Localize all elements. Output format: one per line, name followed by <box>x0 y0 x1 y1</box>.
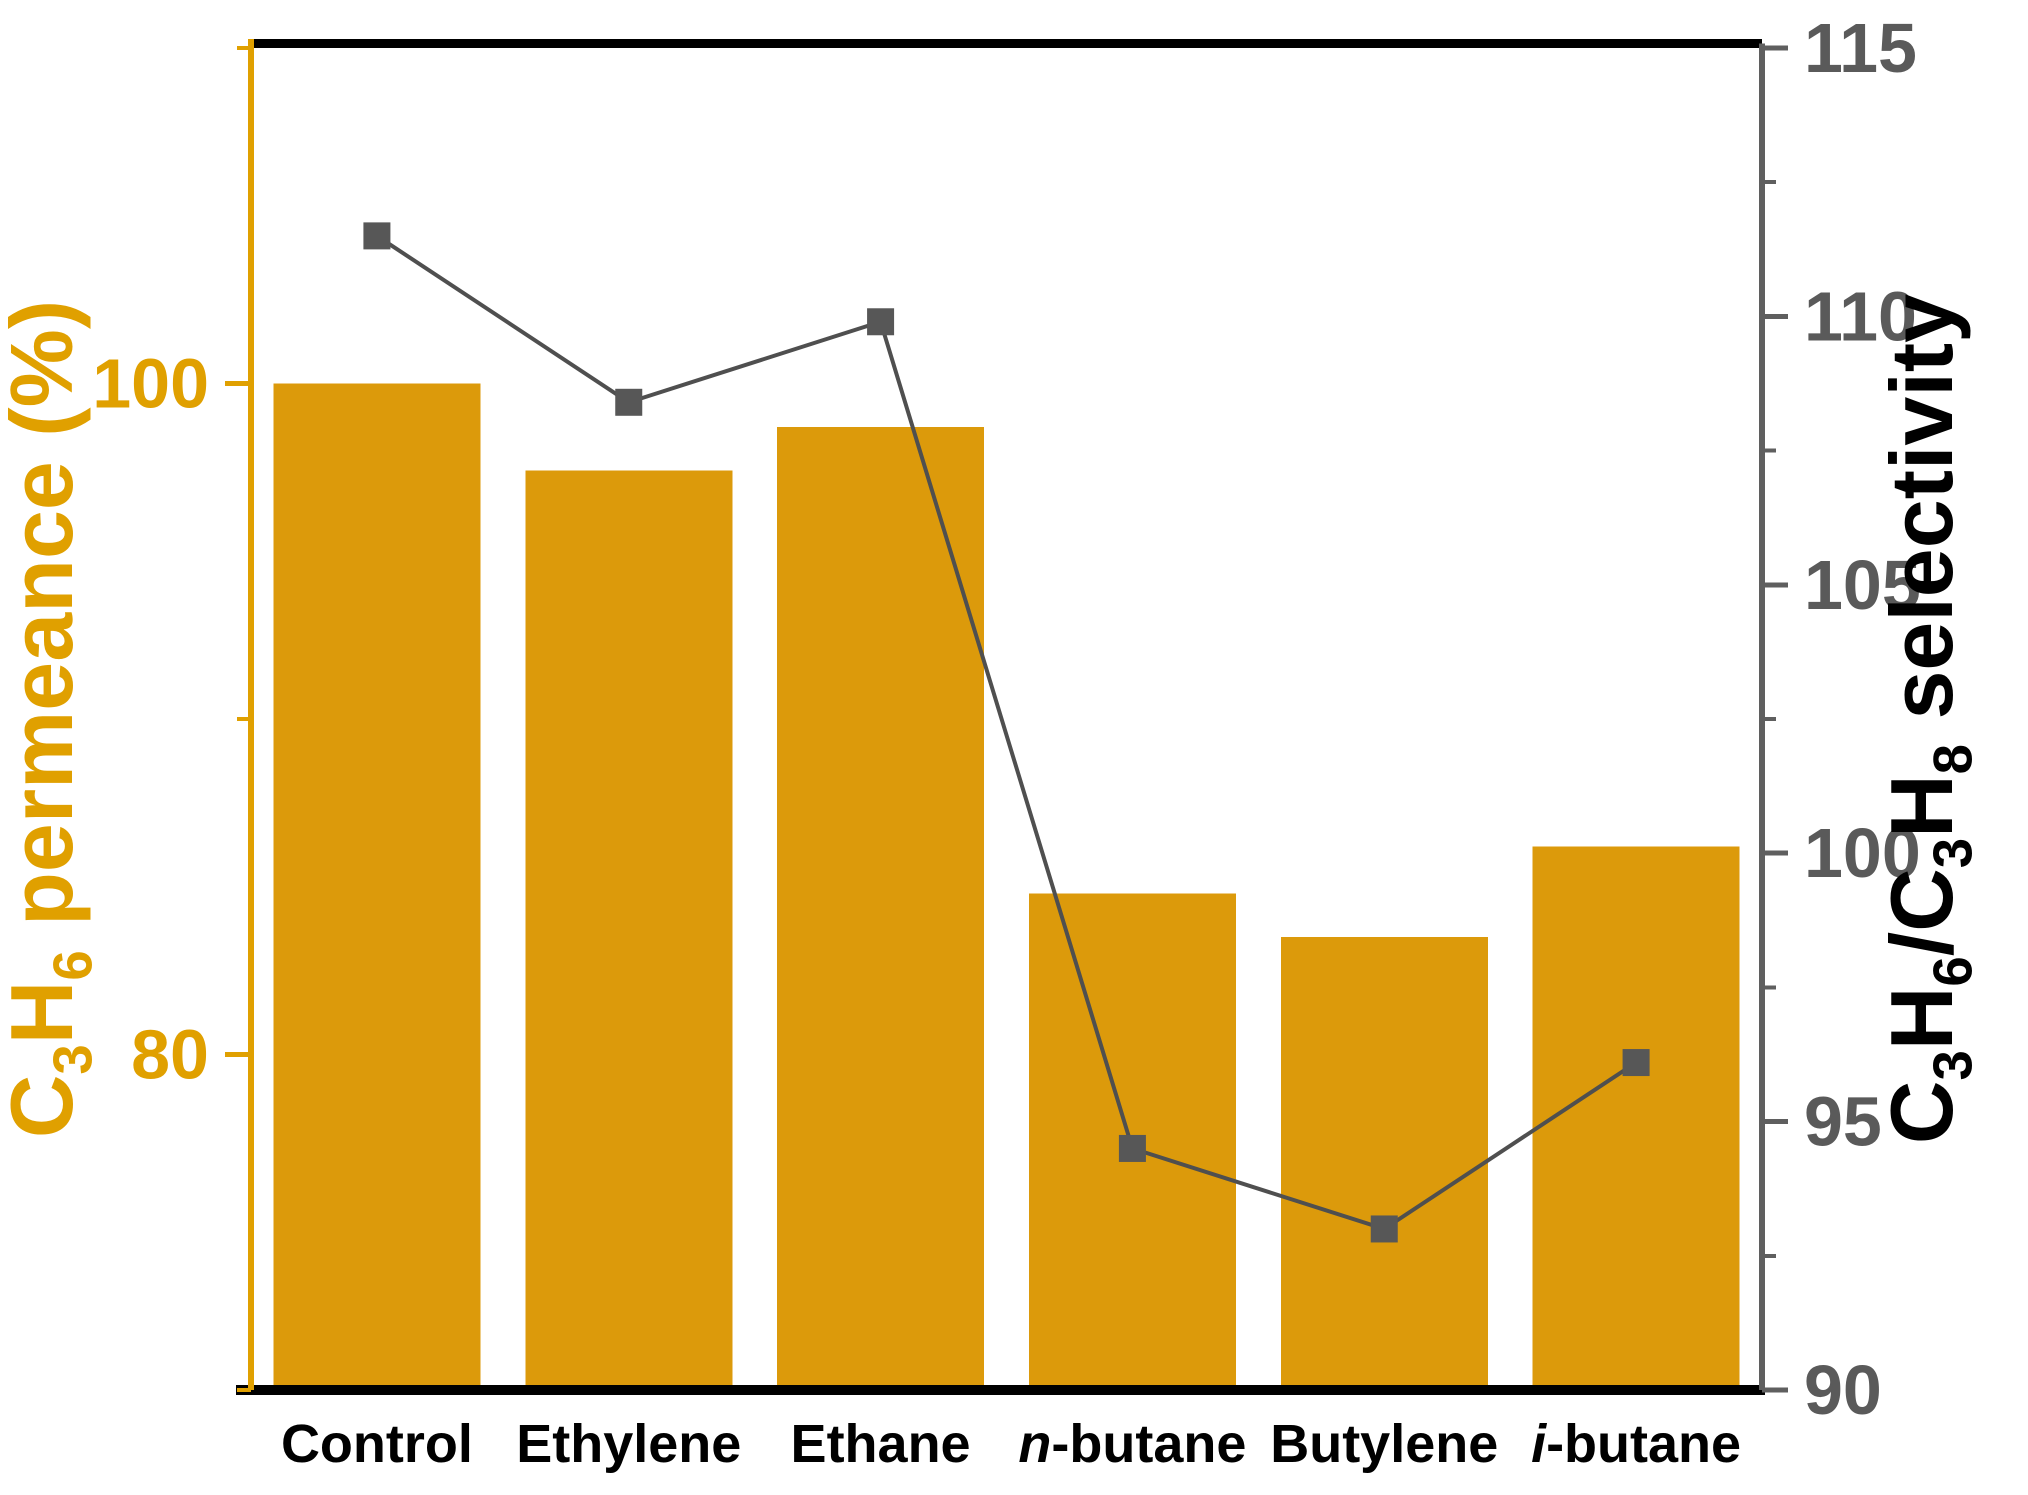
left-axis-tick-label: 80 <box>131 1016 209 1094</box>
selectivity-line <box>375 234 1638 1232</box>
left-axis-tick-label: 100 <box>92 345 209 423</box>
x-tick-label-butylene: Butylene <box>1270 1414 1498 1474</box>
left-axis-title: C3H6 permeance (%) <box>0 300 103 1138</box>
marker-i-butane <box>1622 1049 1650 1077</box>
right-axis-tick-label: 115 <box>1804 9 1917 87</box>
right-axis-tick-label: 100 <box>1804 814 1921 892</box>
right-axis-tick-label: 90 <box>1804 1351 1882 1429</box>
x-tick-label-n-butane: n-butane <box>1018 1414 1246 1474</box>
right-axis-tick-label: 95 <box>1804 1083 1882 1161</box>
marker-control <box>363 222 391 250</box>
bar-control <box>273 383 481 1390</box>
x-tick-label-ethane: Ethane <box>791 1414 971 1474</box>
x-tick-label-control: Control <box>281 1414 473 1474</box>
x-tick-label-ethylene: Ethylene <box>516 1414 741 1474</box>
bar-ethane <box>777 427 985 1390</box>
x-tick-label-i-butane: i-butane <box>1531 1414 1741 1474</box>
marker-n-butane <box>1118 1134 1146 1162</box>
marker-butylene <box>1370 1215 1398 1243</box>
marker-ethylene <box>615 388 643 416</box>
right-axis-tick-label: 110 <box>1804 277 1917 355</box>
right-axis-tick-label: 105 <box>1804 546 1921 624</box>
bar-i-butane <box>1532 846 1740 1390</box>
marker-ethane <box>867 308 895 336</box>
right-axis-title: C3H6/C3H8 selectivity <box>1872 294 1983 1144</box>
bar-butylene <box>1280 937 1488 1390</box>
bar-ethylene <box>525 470 733 1391</box>
